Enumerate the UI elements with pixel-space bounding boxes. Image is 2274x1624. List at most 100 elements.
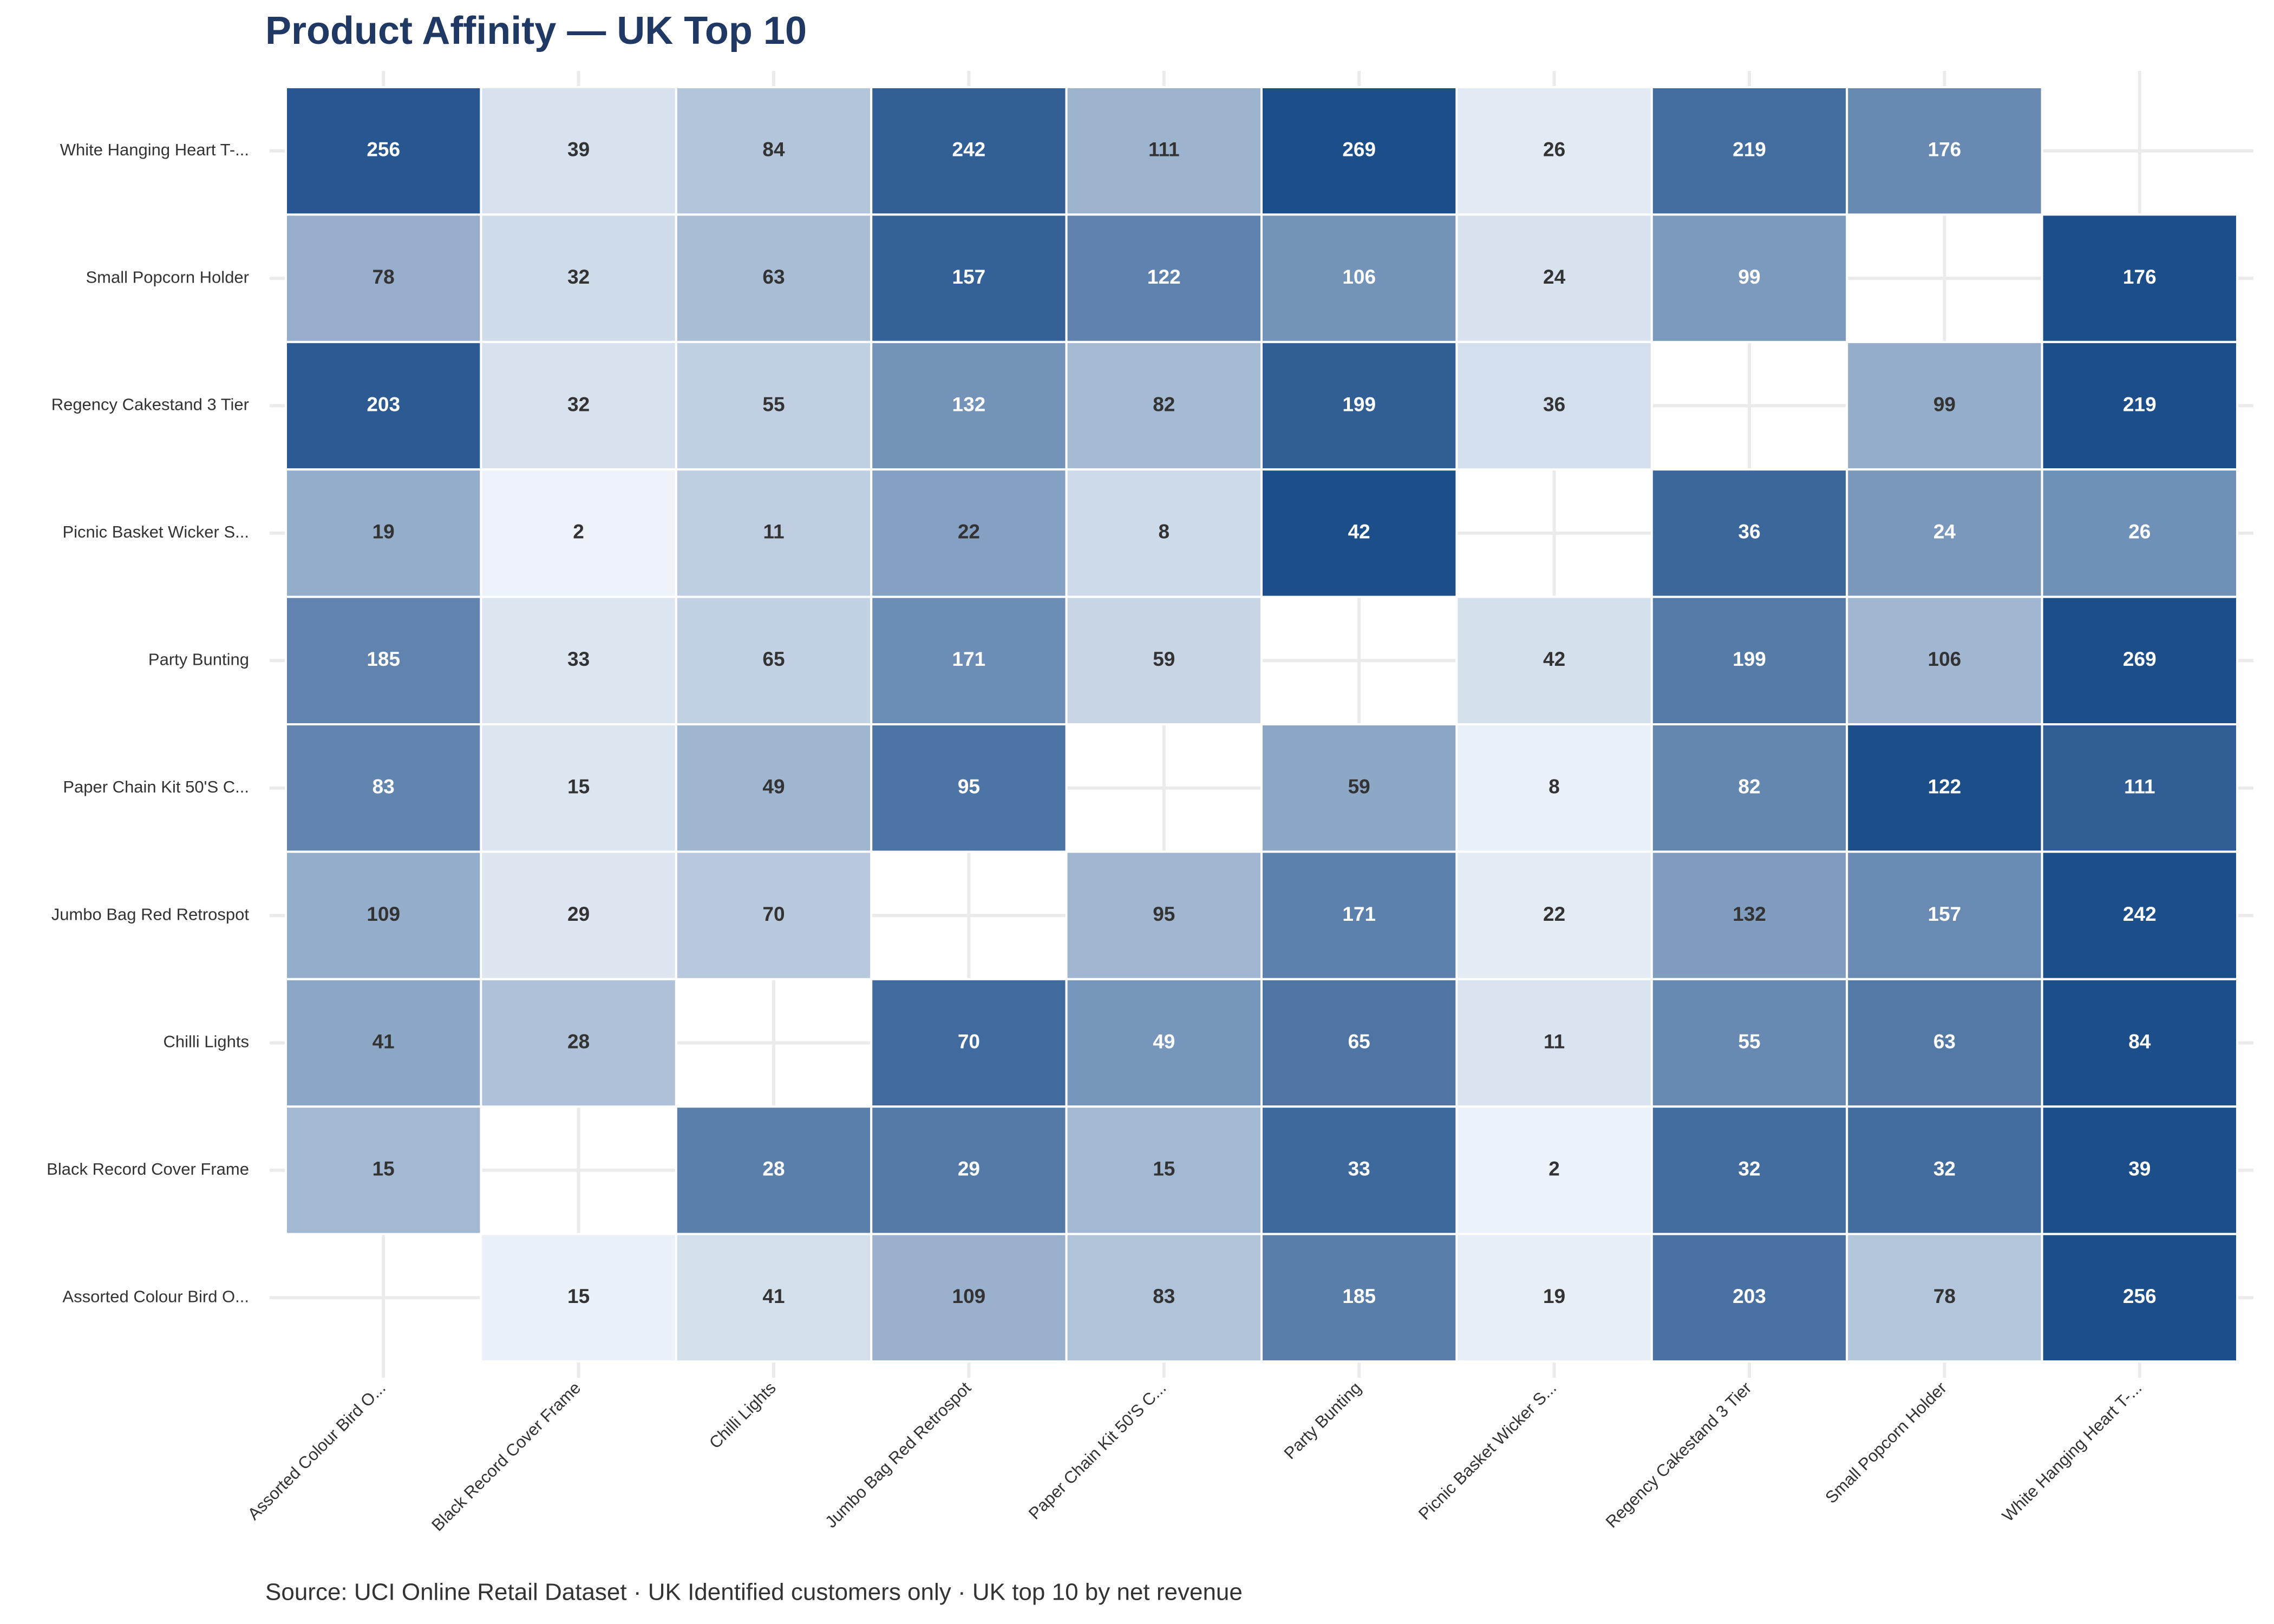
heatmap-cell: [1065, 1233, 1263, 1363]
cell-label: 242: [2123, 903, 2157, 925]
heatmap-cell: [870, 1105, 1068, 1235]
x-tick-label: Assorted Colour Bird O...: [244, 1378, 389, 1523]
cell-label: 176: [2123, 266, 2157, 288]
heatmap-cell: [1065, 850, 1263, 980]
heatmap-cell: [1650, 595, 1848, 725]
heatmap-cell: [285, 213, 482, 343]
heatmap-cell: [1650, 1105, 1848, 1235]
heatmap-cell: [480, 850, 677, 980]
cell-label: 59: [1348, 775, 1370, 797]
heatmap-cell: [1260, 723, 1458, 853]
heatmap-cell: [285, 340, 482, 471]
cell-label: 19: [373, 521, 395, 543]
cell-label: 15: [373, 1158, 395, 1180]
source-note: Source: UCI Online Retail Dataset · UK I…: [265, 1579, 1243, 1606]
x-tick-label: Chilli Lights: [705, 1378, 780, 1452]
cell-label: 84: [762, 138, 785, 160]
heatmap-cell: [675, 86, 873, 216]
cell-label: 26: [1543, 138, 1565, 160]
heatmap-cell: [1260, 468, 1458, 598]
x-tick-label: Party Bunting: [1280, 1378, 1365, 1463]
heatmap-cell: [675, 213, 873, 343]
cell-label: 41: [762, 1285, 785, 1307]
cell-label: 199: [1733, 648, 1766, 670]
cell-label: 55: [762, 393, 785, 415]
heatmap-cell: [1650, 850, 1848, 980]
heatmap-cell: [675, 595, 873, 725]
cell-label: 29: [567, 903, 590, 925]
cell-label: 15: [567, 775, 590, 797]
heatmap-cell: [870, 1233, 1068, 1363]
heatmap-cell: [1260, 850, 1458, 980]
cell-label: 109: [952, 1285, 986, 1307]
cell-label: 95: [958, 775, 980, 797]
heatmap-cell: [2041, 1233, 2239, 1363]
heatmap-cell: [480, 468, 677, 598]
heatmap-cell: [2041, 468, 2239, 598]
cell-label: 82: [1738, 775, 1760, 797]
x-tick-label: Paper Chain Kit 50'S C...: [1025, 1378, 1170, 1523]
y-tick-label: Chilli Lights: [163, 1032, 249, 1051]
cell-label: 70: [762, 903, 785, 925]
heatmap-cell: [1650, 86, 1848, 216]
y-tick-label: Paper Chain Kit 50'S C...: [63, 777, 249, 796]
x-tick-label: Jumbo Bag Red Retrospot: [821, 1378, 975, 1531]
heatmap-cell: [870, 213, 1068, 343]
cell-label: 2: [1548, 1158, 1560, 1180]
x-tick-label: Regency Cakestand 3 Tier: [1602, 1378, 1755, 1531]
cell-label: 176: [1928, 138, 1962, 160]
heatmap-cell: [675, 1105, 873, 1235]
cell-label: 269: [1342, 138, 1376, 160]
cell-label: 219: [2123, 393, 2157, 415]
cell-label: 39: [2128, 1158, 2151, 1180]
cell-label: 82: [1153, 393, 1175, 415]
x-tick-label: White Hanging Heart T-...: [1998, 1378, 2146, 1525]
cell-label: 2: [573, 521, 584, 543]
heatmap-cell: [870, 595, 1068, 725]
heatmap-cell: [480, 978, 677, 1108]
cell-label: 83: [1153, 1285, 1175, 1307]
cell-label: 28: [762, 1158, 785, 1180]
x-tick-label: Small Popcorn Holder: [1821, 1378, 1950, 1507]
cell-label: 171: [952, 648, 986, 670]
cell-label: 49: [1153, 1030, 1175, 1052]
cell-label: 22: [1543, 903, 1565, 925]
cell-label: 42: [1348, 521, 1370, 543]
heatmap-cell: [1065, 213, 1263, 343]
cell-label: 99: [1738, 266, 1760, 288]
cell-label: 33: [567, 648, 590, 670]
heatmap-cell: [480, 1233, 677, 1363]
cell-label: 11: [1544, 1030, 1565, 1052]
y-tick-label: Assorted Colour Bird O...: [62, 1287, 249, 1306]
heatmap-cell: [1455, 1105, 1653, 1235]
heatmap-cell: [1650, 213, 1848, 343]
cell-label: 78: [373, 266, 395, 288]
cell-label: 65: [762, 648, 785, 670]
heatmap-cell: [480, 595, 677, 725]
heatmap-cell: [1846, 595, 2043, 725]
x-tick-label: Black Record Cover Frame: [428, 1378, 584, 1535]
heatmap-cell: [2041, 850, 2239, 980]
cell-label: 15: [567, 1285, 590, 1307]
y-tick-label: Jumbo Bag Red Retrospot: [51, 905, 250, 924]
heatmap-cell: [1455, 723, 1653, 853]
heatmap-cell: [1846, 1105, 2043, 1235]
cell-label: 185: [367, 648, 400, 670]
cell-label: 59: [1153, 648, 1175, 670]
cell-label: 171: [1342, 903, 1376, 925]
cell-label: 8: [1548, 775, 1560, 797]
cell-label: 219: [1733, 138, 1766, 160]
cell-label: 15: [1153, 1158, 1175, 1180]
cell-label: 36: [1738, 521, 1760, 543]
cell-label: 256: [2123, 1285, 2157, 1307]
cell-label: 70: [958, 1030, 980, 1052]
heatmap-cell: [675, 850, 873, 980]
cell-label: 65: [1348, 1030, 1370, 1052]
cell-label: 122: [1147, 266, 1181, 288]
cell-label: 55: [1738, 1030, 1760, 1052]
cell-label: 111: [1148, 138, 1180, 160]
cell-label: 132: [1733, 903, 1766, 925]
cell-label: 42: [1543, 648, 1565, 670]
heatmap-cell: [480, 86, 677, 216]
